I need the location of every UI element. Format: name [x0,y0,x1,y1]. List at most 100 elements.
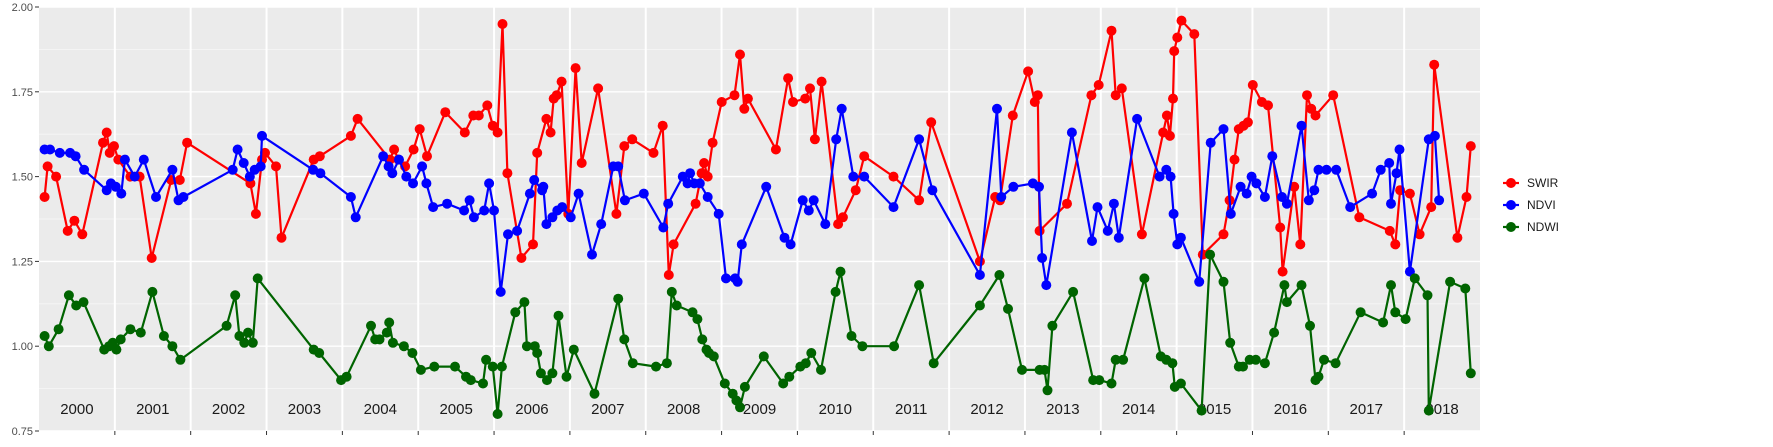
y-tick-label: 1.75 [12,87,33,99]
data-point [1460,283,1471,294]
data-point [820,219,831,230]
data-point [473,110,484,121]
data-point [464,195,475,206]
data-point [116,188,127,199]
data-point [512,225,523,236]
data-point [1008,181,1019,192]
data-point [835,266,846,277]
data-point [482,100,493,111]
y-tick-label: 1.25 [12,256,33,268]
data-point [889,341,900,352]
data-point [495,286,506,297]
data-point [1355,307,1366,318]
data-point [175,354,186,365]
data-point [535,368,546,379]
data-point [178,192,189,202]
data-point [994,270,1005,280]
data-point [77,229,88,240]
data-point [478,378,488,389]
data-point [836,103,847,114]
data-point [1386,198,1396,209]
data-point [1167,358,1178,369]
data-point [257,130,267,141]
data-point [627,134,638,145]
data-point [350,212,361,223]
data-point [1269,327,1280,338]
data-point [1041,280,1052,291]
data-point [387,337,398,348]
data-point [1042,385,1053,396]
data-point [1218,124,1229,135]
data-point [381,327,392,338]
data-point [250,208,261,219]
data-point [1229,154,1240,165]
data-point [119,154,130,165]
data-point [414,124,425,135]
data-point [221,320,232,331]
data-point [492,409,503,419]
data-point [996,192,1007,202]
data-point [408,144,419,155]
series-layer [39,15,1476,419]
year-label: 2011 [895,401,927,418]
data-point [151,192,161,202]
data-point [538,181,549,192]
data-point [1434,195,1445,206]
data-point [708,351,719,362]
data-point [1296,120,1307,131]
data-point [593,83,604,94]
series-ndwi [39,249,1476,419]
data-point [736,239,747,250]
data-point [487,361,498,372]
legend-entry-ndwi: NDWI [1503,220,1559,234]
data-point [247,337,258,348]
data-point [521,341,532,352]
year-label: 2002 [212,401,245,418]
data-point [551,90,562,101]
data-point [803,205,814,216]
data-point [1384,225,1395,236]
data-point [1313,164,1324,175]
data-point [1136,229,1147,240]
data-point [125,324,136,335]
data-point [314,348,325,358]
legend-label: NDWI [1527,220,1559,234]
data-point [479,205,490,216]
data-point [1106,378,1117,389]
data-point [545,127,556,138]
data-point [497,19,508,29]
data-point [914,195,925,206]
data-point [1165,171,1176,182]
data-point [1037,253,1048,263]
data-point [914,134,925,145]
data-point [182,137,193,148]
data-point [532,348,543,358]
data-point [1218,276,1229,287]
data-point [1094,375,1105,386]
data-point [697,334,708,345]
data-point [238,158,249,168]
data-point [519,297,530,308]
data-point [1423,405,1434,416]
data-point [407,348,418,358]
data-point [1110,354,1121,365]
data-point [1378,317,1389,328]
data-point [1250,354,1261,365]
data-point [713,208,724,219]
data-point [239,337,250,348]
data-point [690,198,701,209]
data-point [1305,320,1315,331]
data-point [816,364,826,375]
data-point [666,286,677,297]
data-point [800,93,811,104]
data-point [788,97,798,107]
data-point [848,171,859,182]
data-point [541,113,552,124]
data-point [442,198,453,209]
data-point [1328,90,1339,101]
data-point [42,161,53,172]
data-point [408,178,418,189]
data-point [230,290,241,301]
data-point [694,178,705,189]
data-point [928,358,939,369]
